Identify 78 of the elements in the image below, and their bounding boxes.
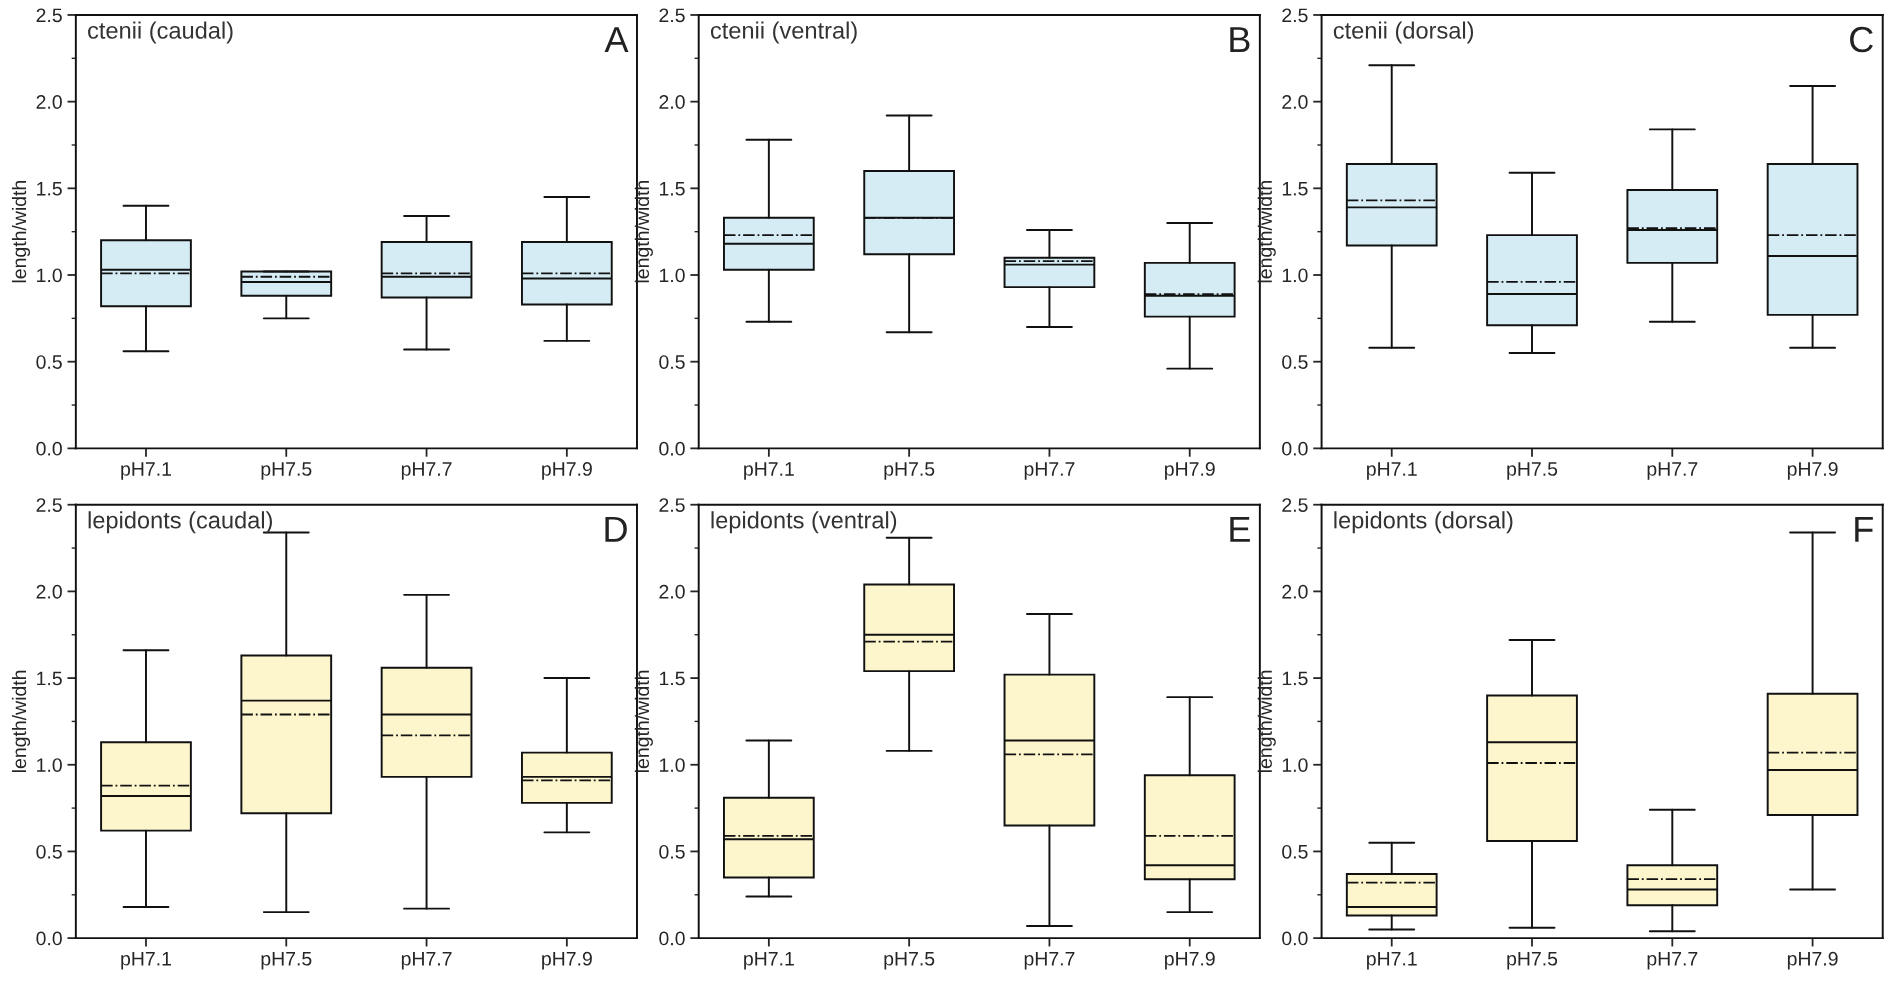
x-tick-label: pH7.7 (1024, 952, 1075, 970)
y-tick-label: 1.5 (37, 182, 62, 196)
x-tick-label: pH7.5 (884, 952, 935, 970)
annotation: C (1850, 26, 1873, 53)
y-tick-label: 2.0 (659, 584, 685, 599)
y-tick-label: 2.5 (1282, 498, 1308, 512)
y-tick-label: 0.5 (36, 844, 62, 859)
x-tick-label: pH7.7 (401, 952, 452, 970)
y-tick-label: 2.0 (659, 95, 685, 109)
y-axis-title: length/width (1257, 670, 1276, 772)
y-tick-label: 2.0 (1282, 584, 1308, 599)
y-tick-label: 0.5 (659, 355, 685, 369)
x-tick-label: pH7.7 (1647, 952, 1698, 970)
y-tick-label: 2.0 (1282, 95, 1308, 109)
x-tick-label: pH7.7 (1647, 462, 1698, 480)
x-tick-label: pH7.1 (121, 952, 171, 970)
y-tick-label: 2.5 (1282, 8, 1308, 23)
x-tick-label: pH7.9 (1787, 462, 1838, 480)
y-tick-label: 0.0 (659, 441, 685, 456)
y-tick-label: 0.5 (1282, 355, 1308, 369)
x-tick-label: pH7.1 (1367, 952, 1417, 970)
y-tick-label: 1.5 (1282, 182, 1308, 196)
x-tick-label: pH7.7 (401, 462, 452, 480)
annotation: D (605, 516, 627, 542)
chart-title: lepidonts (dorsal) (1334, 511, 1513, 534)
chart-title: ctenii (caudal) (88, 21, 233, 44)
y-axis-title: length/width (11, 181, 31, 283)
chart-title: ctenii (ventral) (710, 21, 857, 44)
y-tick-label: 2.5 (659, 498, 685, 512)
y-tick-label: 1.0 (37, 758, 62, 772)
y-tick-label: 0.0 (36, 441, 62, 456)
annotation: E (1230, 516, 1250, 542)
y-tick-label: 2.5 (36, 498, 62, 512)
x-tick-label: pH7.1 (1367, 462, 1417, 480)
x-tick-label: pH7.5 (1507, 462, 1558, 480)
y-tick-label: 2.5 (659, 8, 685, 23)
y-tick-label: 0.5 (36, 355, 62, 369)
x-tick-label: pH7.9 (542, 951, 592, 970)
y-tick-label: 1.0 (37, 268, 62, 283)
y-axis-title: length/width (634, 181, 653, 283)
x-tick-label: pH7.1 (121, 462, 171, 480)
y-tick-label: 1.0 (1282, 268, 1308, 283)
x-tick-label: pH7.9 (1165, 462, 1215, 480)
chart-title: lepidonts (caudal) (88, 511, 272, 534)
x-tick-label: pH7.1 (744, 462, 794, 480)
x-tick-label: pH7.5 (884, 462, 935, 480)
y-axis-title: length/width (11, 670, 31, 772)
y-tick-label: 1.5 (37, 671, 62, 686)
y-tick-label: 2.0 (36, 95, 62, 109)
x-tick-label: pH7.5 (1507, 952, 1558, 970)
x-tick-label: pH7.9 (542, 462, 592, 480)
y-tick-label: 0.0 (659, 931, 685, 946)
annotation: A (604, 27, 629, 52)
y-tick-label: 1.0 (1282, 758, 1308, 772)
y-tick-label: 2.0 (36, 584, 62, 599)
x-tick-label: pH7.5 (261, 952, 312, 970)
y-tick-label: 0.0 (1282, 441, 1308, 456)
x-tick-label: pH7.1 (744, 952, 794, 970)
y-tick-label: 1.5 (659, 182, 685, 196)
annotation: F (1855, 516, 1873, 542)
chart-title: ctenii (dorsal) (1333, 21, 1474, 44)
y-axis-title: length/width (634, 670, 653, 772)
y-tick-label: 0.0 (36, 931, 62, 946)
chart-title: lepidonts (ventral) (711, 511, 897, 534)
x-tick-label: pH7.7 (1024, 462, 1075, 480)
x-tick-label: pH7.9 (1787, 951, 1838, 970)
y-tick-label: 0.5 (659, 844, 685, 859)
y-tick-label: 1.0 (659, 758, 685, 772)
y-tick-label: 1.5 (1282, 671, 1308, 686)
y-tick-label: 0.0 (1282, 931, 1308, 946)
annotation: B (1230, 27, 1250, 52)
y-tick-label: 2.5 (36, 8, 62, 23)
x-tick-label: pH7.5 (261, 462, 312, 480)
x-tick-label: pH7.9 (1165, 951, 1215, 970)
y-tick-label: 1.0 (659, 268, 685, 283)
y-axis-title: length/width (1257, 181, 1276, 283)
y-tick-label: 1.5 (659, 671, 685, 686)
y-tick-label: 0.5 (1282, 844, 1308, 859)
